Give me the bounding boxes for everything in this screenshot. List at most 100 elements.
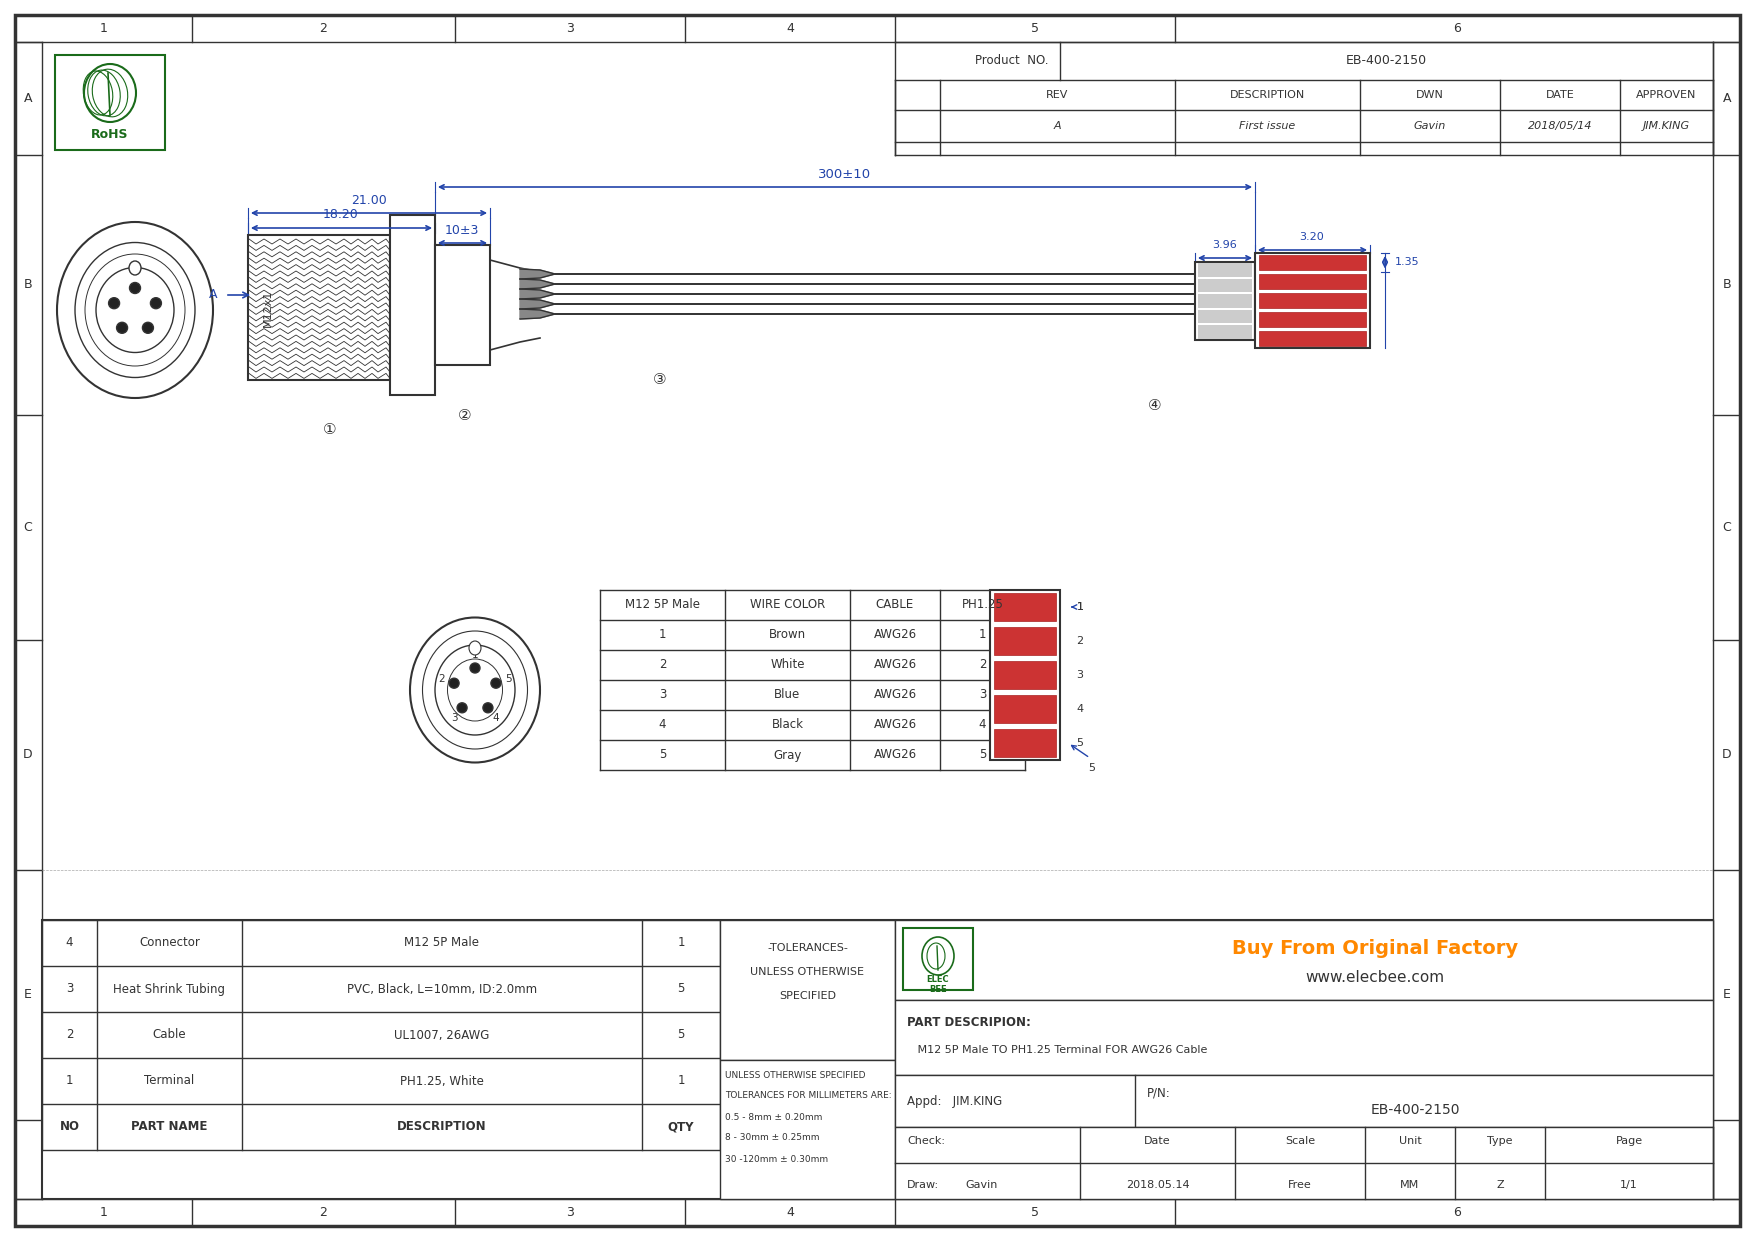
Circle shape [130,283,140,294]
Text: Gavin: Gavin [1415,122,1446,132]
Bar [1258,274,1365,289]
Ellipse shape [97,268,174,352]
Text: White: White [770,659,806,671]
Text: 3: 3 [567,21,574,35]
Text: UNLESS OTHERWISE: UNLESS OTHERWISE [751,967,865,977]
Text: 2: 2 [979,659,986,671]
Text: 2018.05.14: 2018.05.14 [1125,1180,1190,1190]
Text: 3: 3 [567,1206,574,1220]
Text: TOLERANCES FOR MILLIMETERS ARE:: TOLERANCES FOR MILLIMETERS ARE: [725,1092,892,1101]
Text: WIRE COLOR: WIRE COLOR [749,598,825,612]
Text: ④: ④ [1148,397,1162,412]
Text: 3: 3 [65,983,74,995]
Text: D: D [1722,748,1732,762]
Text: D: D [23,748,33,762]
Ellipse shape [435,645,514,735]
Text: RoHS: RoHS [91,129,128,141]
Text: Connector: Connector [139,937,200,949]
Text: EB-400-2150: EB-400-2150 [1371,1103,1460,1117]
Text: Draw:: Draw: [907,1180,939,1190]
Bar [895,1127,1713,1199]
Text: 2018/05/14: 2018/05/14 [1529,122,1592,132]
Polygon shape [519,279,555,289]
Text: Product  NO.: Product NO. [976,55,1048,67]
Polygon shape [519,309,555,319]
Bar [904,928,972,990]
Text: 2: 2 [319,21,328,35]
Text: 4: 4 [1076,704,1083,714]
Text: 2: 2 [658,659,667,671]
Text: 5: 5 [505,674,512,684]
Text: Free: Free [1288,1180,1313,1190]
Text: NO: NO [60,1121,79,1133]
Text: Gavin: Gavin [965,1180,997,1190]
Text: MM: MM [1400,1180,1420,1190]
Text: DESCRIPTION: DESCRIPTION [397,1121,486,1133]
Text: 3.20: 3.20 [1300,232,1325,242]
Text: Buy From Original Factory: Buy From Original Factory [1232,938,1518,958]
Bar [42,155,1713,915]
Text: C: C [1723,521,1732,534]
Bar [720,920,895,1060]
Text: 5: 5 [1030,1206,1039,1220]
Text: 5: 5 [1030,21,1039,35]
Bar [1199,294,1251,308]
Bar [993,695,1057,724]
Text: 1: 1 [1076,602,1083,612]
Bar [990,589,1060,759]
Text: DESCRIPTION: DESCRIPTION [1230,91,1306,101]
Text: 1: 1 [979,628,986,642]
Text: Date: Date [1144,1136,1171,1145]
Circle shape [116,323,128,334]
Bar [1195,262,1255,340]
Circle shape [109,298,119,309]
Text: Unit: Unit [1399,1136,1422,1145]
Text: A: A [1053,122,1062,132]
Text: PART NAME: PART NAME [132,1121,207,1133]
Text: 2: 2 [319,1206,328,1220]
Text: 5: 5 [677,983,684,995]
Bar [895,1075,1713,1127]
Text: 4: 4 [786,21,793,35]
Text: 1: 1 [472,650,479,660]
Text: E: E [1723,989,1730,1001]
Text: AWG26: AWG26 [874,659,916,671]
Ellipse shape [56,222,212,398]
Text: A: A [25,92,32,105]
Text: AWG26: AWG26 [874,628,916,642]
Text: Gray: Gray [774,748,802,762]
Bar [1258,293,1365,308]
Text: Appd:   JIM.KING: Appd: JIM.KING [907,1095,1002,1107]
Text: First issue: First issue [1239,122,1295,132]
Text: ELEC: ELEC [927,975,949,984]
Bar [42,920,1713,1199]
Bar [993,728,1057,757]
Text: APPROVEN: APPROVEN [1636,91,1697,101]
Ellipse shape [469,642,481,655]
Text: 6: 6 [1453,21,1462,35]
Text: 1/1: 1/1 [1620,1180,1637,1190]
Text: Heat Shrink Tubing: Heat Shrink Tubing [114,983,225,995]
Polygon shape [519,299,555,309]
Text: SPECIFIED: SPECIFIED [779,992,835,1001]
Text: BEE: BEE [928,984,946,994]
Text: A: A [1723,92,1730,105]
Text: 1: 1 [100,21,107,35]
Bar [1258,311,1365,326]
Text: 2: 2 [1076,635,1083,647]
Bar [390,215,435,395]
Text: Scale: Scale [1285,1136,1314,1145]
Text: A: A [209,288,218,302]
Text: ②: ② [458,407,472,422]
Bar [1258,331,1365,346]
Circle shape [470,663,481,673]
Text: 10±3: 10±3 [444,223,479,237]
Bar [895,920,1713,1000]
Text: 1: 1 [677,937,684,949]
Circle shape [483,702,493,712]
Text: www.elecbee.com: www.elecbee.com [1306,970,1444,985]
Text: UNLESS OTHERWISE SPECIFIED: UNLESS OTHERWISE SPECIFIED [725,1071,865,1080]
Bar [1258,254,1365,271]
Text: 3: 3 [1076,670,1083,680]
Text: DATE: DATE [1546,91,1574,101]
